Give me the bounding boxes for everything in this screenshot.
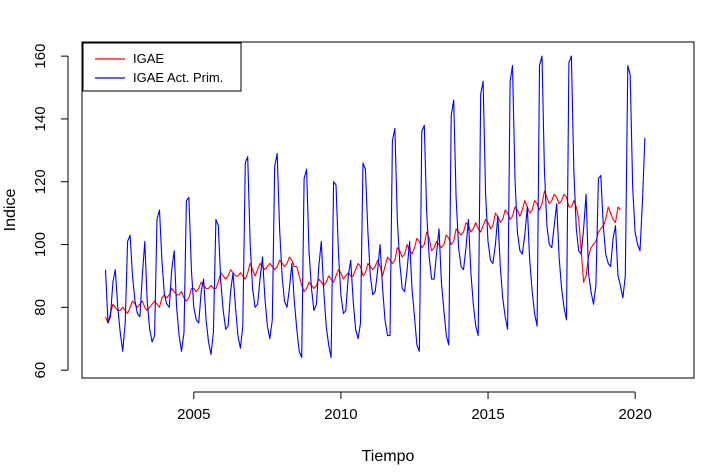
x-tick-label: 2010 (324, 406, 357, 423)
y-axis: 60 80 100 120 140 160 (32, 44, 69, 379)
legend: IGAE IGAE Act. Prim. (82, 42, 242, 92)
series-line-1 (104, 55, 646, 359)
series-layer (104, 55, 646, 359)
x-tick-label: 2020 (618, 406, 651, 423)
y-tick-label: 120 (32, 169, 49, 194)
plot-frame (81, 41, 695, 379)
x-tick-label: 2015 (471, 406, 504, 423)
y-axis-title: Indice (2, 189, 19, 232)
legend-label-igae-act-prim: IGAE Act. Prim. (133, 70, 223, 85)
series-line-0 (104, 190, 621, 324)
y-tick-label: 140 (32, 106, 49, 131)
y-tick-label: 160 (32, 44, 49, 69)
x-tick-label: 2005 (177, 406, 210, 423)
y-tick-label: 60 (32, 362, 49, 379)
legend-label-igae: IGAE (133, 51, 164, 66)
y-tick-label: 80 (32, 299, 49, 316)
x-axis: 2005 2010 2015 2020 (177, 391, 652, 423)
y-tick-label: 100 (32, 232, 49, 257)
legend-box (82, 42, 242, 92)
x-axis-title: Tiempo (362, 448, 415, 465)
